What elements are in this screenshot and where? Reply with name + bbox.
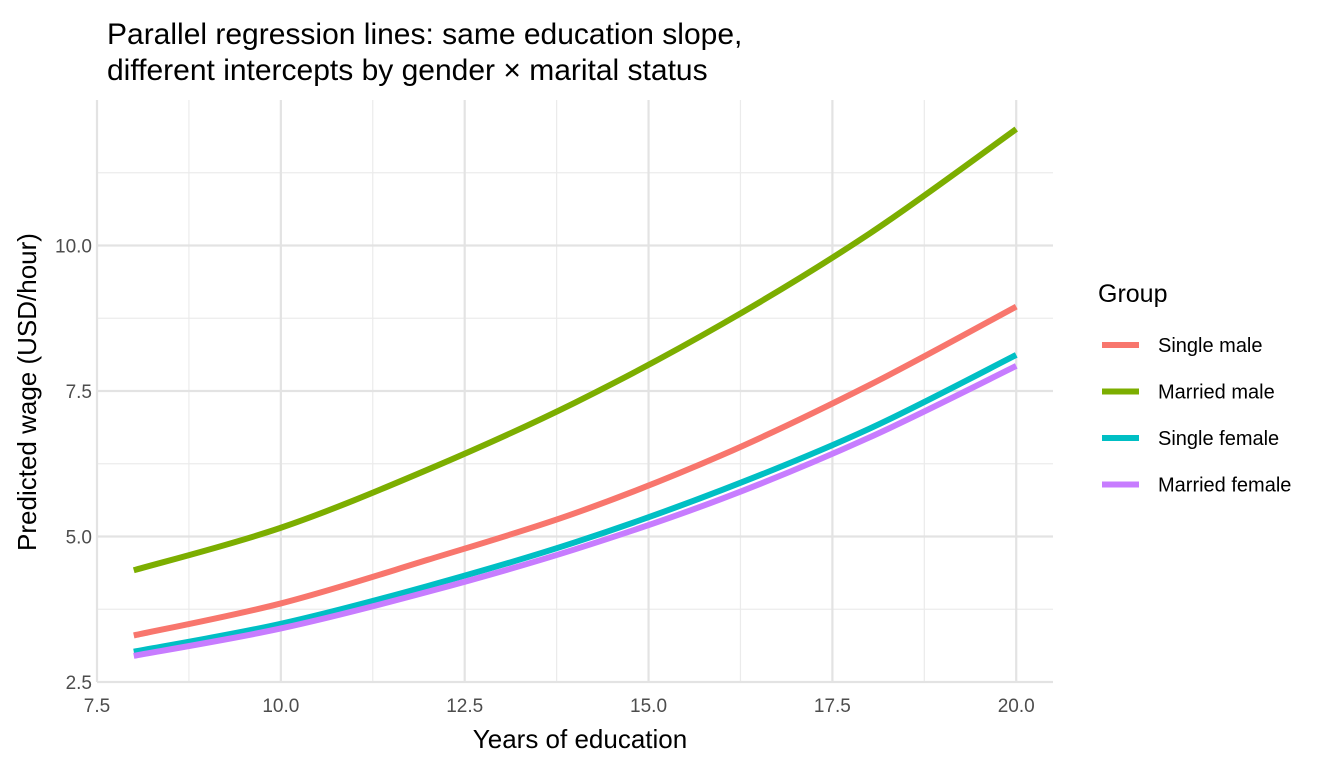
y-tick-label: 10.0 (55, 237, 92, 258)
series-line-married-male (132, 126, 1018, 574)
legend-label-single-male: Single male (1158, 335, 1263, 357)
x-tick-label: 15.0 (630, 696, 667, 717)
x-tick-label: 7.5 (84, 696, 110, 717)
legend-label-single-female: Single female (1158, 428, 1279, 450)
series-line-single-male (133, 303, 1018, 639)
series-line-single-female (133, 352, 1018, 655)
series-line-married-female (133, 363, 1018, 659)
y-tick-label: 2.5 (66, 673, 92, 694)
y-tick-label: 5.0 (66, 528, 92, 549)
chart-title-line-2: different intercepts by gender × marital… (107, 54, 708, 87)
x-axis-ticks: 7.5 10.0 12.5 15.0 17.5 20.0 (84, 696, 1035, 717)
legend-label-married-male: Married male (1158, 382, 1275, 404)
legend: Group Single male Married male Single fema… (1098, 280, 1291, 497)
legend-title: Group (1098, 280, 1167, 308)
y-tick-label: 7.5 (66, 382, 92, 403)
x-tick-label: 20.0 (998, 696, 1035, 717)
major-gridlines (95, 100, 1053, 684)
legend-label-married-female: Married female (1158, 475, 1291, 497)
x-axis-title: Years of education (473, 724, 687, 754)
chart-title-line-1: Parallel regression lines: same educatio… (107, 18, 742, 51)
y-axis-title: Predicted wage (USD/hour) (12, 233, 42, 551)
y-axis-ticks: 2.5 5.0 7.5 10.0 (55, 237, 92, 695)
series-lines (132, 126, 1018, 659)
x-tick-label: 17.5 (814, 696, 851, 717)
x-tick-label: 12.5 (446, 696, 483, 717)
x-tick-label: 10.0 (262, 696, 299, 717)
